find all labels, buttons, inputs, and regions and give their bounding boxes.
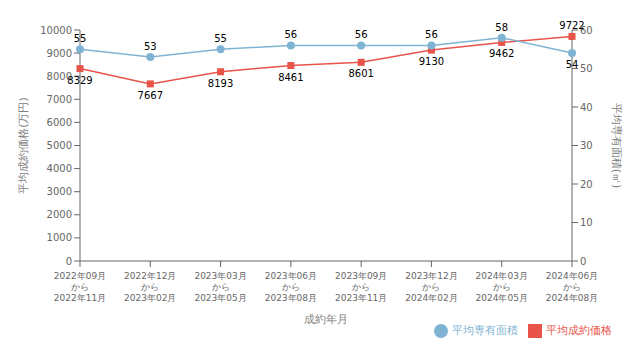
svg-text:0: 0 [66, 256, 72, 267]
svg-text:2022年09月から2022年11月: 2022年09月から2022年11月 [54, 271, 106, 303]
svg-text:0: 0 [580, 256, 586, 267]
svg-text:50: 50 [580, 63, 593, 74]
svg-text:58: 58 [495, 22, 508, 33]
svg-text:5000: 5000 [47, 140, 72, 151]
html-text:平均専有面積: 平均専有面積 [452, 324, 518, 337]
svg-text:8461: 8461 [278, 72, 303, 83]
svg-text:7000: 7000 [47, 94, 72, 105]
svg-text:8000: 8000 [46, 70, 72, 82]
svg-text:平均専有面積(㎡): 平均専有面積(㎡) [610, 103, 623, 189]
svg-text:成約年月: 成約年月 [304, 313, 348, 326]
svg-text:9462: 9462 [489, 48, 514, 59]
html-text:平均成約価格: 平均成約価格 [546, 324, 612, 337]
svg-text:2000: 2000 [47, 209, 72, 220]
svg-text:4000: 4000 [47, 163, 72, 174]
svg-text:2024年03月から2024年05月: 2024年03月から2024年05月 [476, 271, 528, 303]
svg-text:30: 30 [580, 140, 593, 151]
svg-text:9722: 9722 [559, 20, 584, 31]
svg-text:平均成約価格(万円): 平均成約価格(万円) [17, 97, 30, 194]
svg-text:53: 53 [144, 41, 157, 52]
svg-text:2023年09月から2023年11月: 2023年09月から2023年11月 [335, 271, 387, 303]
svg-text:20: 20 [580, 179, 593, 190]
svg-text:6000: 6000 [47, 117, 72, 128]
svg-text:8193: 8193 [208, 78, 233, 89]
svg-text:8601: 8601 [348, 68, 373, 79]
svg-text:9130: 9130 [419, 56, 444, 67]
svg-text:56: 56 [284, 29, 297, 40]
svg-text:2022年12月から2023年02月: 2022年12月から2023年02月 [124, 271, 176, 303]
svg-text:56: 56 [355, 29, 368, 40]
svg-text:10000: 10000 [40, 25, 72, 36]
svg-text:2023年12月から2024年02月: 2023年12月から2024年02月 [405, 271, 457, 303]
svg-text:60: 60 [580, 24, 593, 36]
svg-text:54: 54 [566, 59, 579, 70]
svg-text:55: 55 [214, 33, 227, 44]
svg-text:1000: 1000 [47, 232, 72, 243]
svg-text:3000: 3000 [47, 186, 72, 197]
svg-text:40: 40 [580, 102, 593, 113]
svg-text:8329: 8329 [67, 75, 92, 86]
svg-text:2024年06月から2024年08月: 2024年06月から2024年08月 [546, 271, 598, 303]
svg-text:9000: 9000 [47, 48, 72, 59]
svg-text:7667: 7667 [138, 90, 163, 101]
svg-text:2023年03月から2023年05月: 2023年03月から2023年05月 [194, 271, 246, 303]
svg-text:10: 10 [580, 217, 593, 228]
svg-text:56: 56 [425, 29, 438, 40]
svg-text:2023年06月から2023年08月: 2023年06月から2023年08月 [265, 271, 317, 303]
svg-text:55: 55 [74, 33, 87, 44]
